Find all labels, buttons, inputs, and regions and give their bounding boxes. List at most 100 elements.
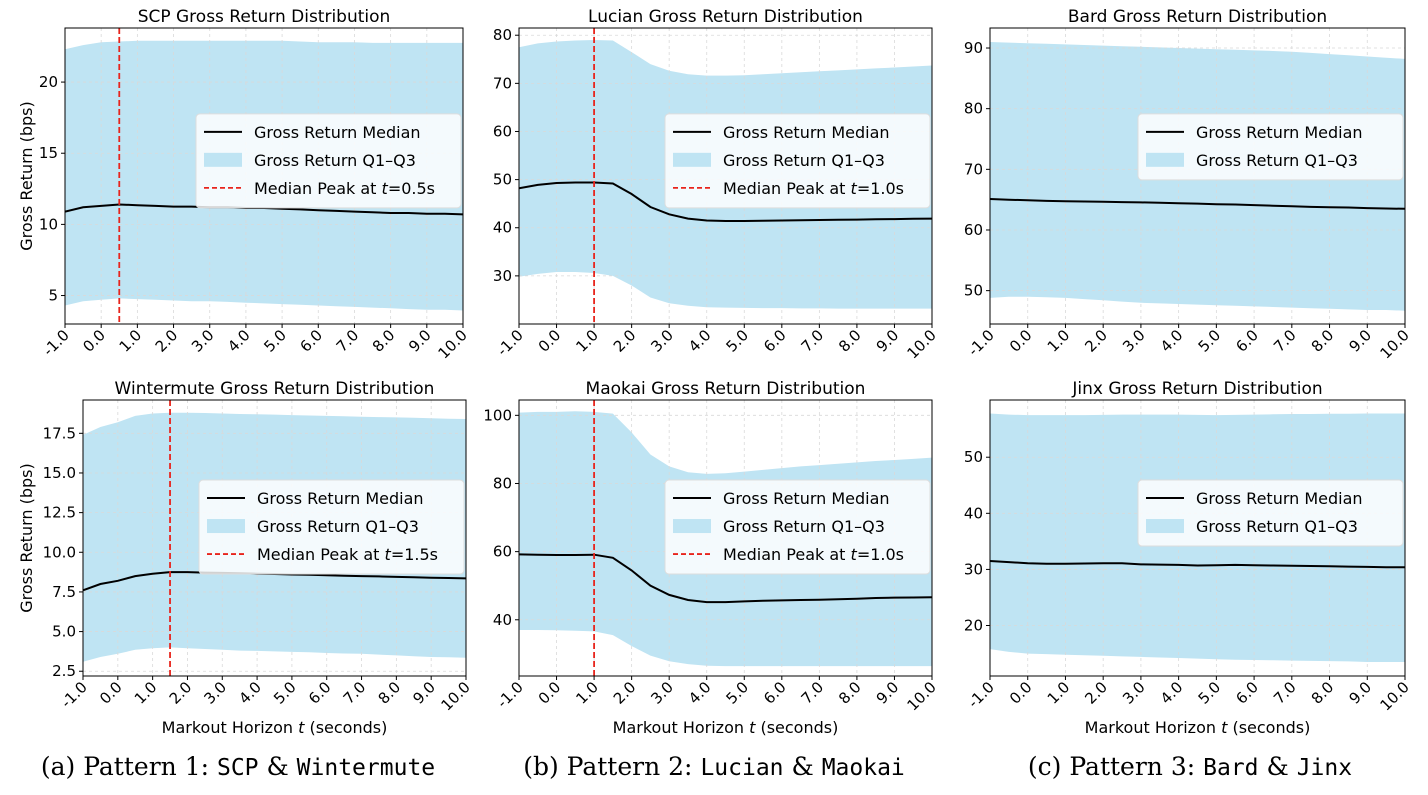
y-tick-label: 15 [39,144,58,162]
x-tick-label: 9.0 [405,326,435,356]
legend: Gross Return Median Gross Return Q1–Q3 Med… [664,113,931,209]
x-axis-label: Markout Horizon t (seconds) [1085,718,1311,737]
x-tick-label: 3.0 [647,678,677,708]
y-tick-label: 50 [964,448,983,466]
legend: Gross Return Median Gross Return Q1–Q3 Med… [664,479,931,575]
x-tick-label: 2.0 [152,326,182,356]
x-tick-label: -1.0 [39,326,72,359]
legend-box [664,113,931,209]
x-tick-label: 8.0 [835,678,865,708]
x-tick-label: 1.0 [572,326,602,356]
axes-frame [82,399,467,677]
x-tick-label: 0.0 [535,678,565,708]
legend-label: Median Peak at t=1.5s [257,545,438,564]
x-tick-label: -1.0 [964,326,997,359]
x-tick-label: 5.0 [1195,678,1225,708]
legend: Gross Return Median Gross Return Q1–Q3 Med… [195,113,462,209]
y-tick-label: 80 [493,474,512,492]
chart-title: SCP Gross Return Distribution [138,7,391,27]
y-tick-label: 50 [493,171,512,189]
x-tick-label: 4.0 [224,326,254,356]
x-tick-label: 10.0 [1376,326,1412,362]
legend-box [664,479,931,575]
x-tick-label: 8.0 [1308,326,1338,356]
legend-label: Gross Return Median [1196,489,1363,508]
y-tick-label: 10 [39,215,58,233]
legend-label: Median Peak at t=1.0s [723,179,904,198]
y-tick-label: 5.0 [52,623,76,641]
x-tick-label: 1.0 [131,678,161,708]
legend-label: Gross Return Q1–Q3 [257,517,419,536]
legend-box [1137,113,1404,181]
x-tick-label: 1.0 [116,326,146,356]
x-tick-label: 7.0 [340,678,370,708]
legend-label: Gross Return Median [723,123,890,142]
legend-label: Gross Return Q1–Q3 [254,151,416,170]
axes-frame [64,27,464,325]
chart-title: Maokai Gross Return Distribution [586,379,866,399]
y-tick-label: 80 [964,100,983,118]
chart-panel-5: -1.0 0.0 1.0 2.0 3.0 4.0 5.0 6.0 7.0 8.0 9.0 10.0 40… [483,379,939,737]
y-tick-label: 15.0 [43,464,76,482]
chart-panel-6: -1.0 0.0 1.0 2.0 3.0 4.0 5.0 6.0 7.0 8.0 9.0 10.0 20… [964,379,1413,737]
legend-label: Gross Return Q1–Q3 [723,151,885,170]
y-tick-label: 50 [964,282,983,300]
y-tick-label: 20 [39,73,58,91]
caption-a-name-2: Wintermute [296,755,436,781]
caption-b-sep: & [783,752,822,781]
y-tick-label: 7.5 [52,583,76,601]
legend-box [195,113,462,209]
x-tick-label: 10.0 [434,326,470,362]
x-axis-label: Markout Horizon t (seconds) [613,718,839,737]
chart-title: Wintermute Gross Return Distribution [115,379,435,399]
x-axis-label: Markout Horizon t (seconds) [162,718,388,737]
y-tick-label: 60 [493,543,512,561]
x-tick-label: 6.0 [1232,678,1262,708]
x-tick-label: 9.0 [873,678,903,708]
y-tick-label: 12.5 [43,504,76,522]
caption-c-sep: & [1258,752,1297,781]
x-tick-label: 2.0 [610,326,640,356]
y-tick-label: 10.0 [43,543,76,561]
y-axis-label: Gross Return (bps) [17,463,36,612]
x-tick-label: 7.0 [333,326,363,356]
caption-b-name-2: Maokai [821,755,905,781]
axes-frame [989,399,1406,677]
legend: Gross Return Median Gross Return Q1–Q3 [1137,113,1404,181]
legend-key-band [204,152,242,167]
x-tick-label: 9.0 [1346,326,1376,356]
y-tick-label: 80 [493,26,512,44]
legend: Gross Return Median Gross Return Q1–Q3 Med… [198,479,465,575]
legend-label: Gross Return Median [257,489,424,508]
legend: Gross Return Median Gross Return Q1–Q3 [1137,479,1404,547]
legend-label: Gross Return Median [1196,123,1363,142]
x-tick-label: 7.0 [798,326,828,356]
legend-key-band [1146,519,1184,534]
y-tick-label: 70 [493,74,512,92]
y-axis-label: Gross Return (bps) [17,101,36,250]
legend-label: Median Peak at t=0.5s [254,179,435,198]
x-tick-label: 0.0 [1006,678,1036,708]
x-tick-label: 10.0 [903,326,939,362]
x-tick-label: 6.0 [760,678,790,708]
x-tick-label: 9.0 [1346,678,1376,708]
x-tick-label: 4.0 [1157,326,1187,356]
y-tick-label: 20 [964,617,983,635]
x-tick-label: 4.0 [685,678,715,708]
x-tick-label: -1.0 [57,678,90,711]
legend-label: Gross Return Median [254,123,421,142]
caption-c-name-1: Bard [1203,755,1259,781]
x-tick-label: 0.0 [535,326,565,356]
median-line [990,198,1405,210]
y-tick-label: 30 [964,560,983,578]
x-tick-label: 5.0 [723,326,753,356]
legend-key-band [673,519,711,534]
median-line [990,560,1405,569]
legend-box [1137,479,1404,547]
chart-panel-4: -1.0 0.0 1.0 2.0 3.0 4.0 5.0 6.0 7.0 8.0 9.010.02.… [17,379,474,737]
x-tick-label: 3.0 [647,326,677,356]
median-line [519,553,932,604]
x-tick-label: 5.0 [260,326,290,356]
caption-a-sep: & [258,752,297,781]
x-tick-label: 8.0 [375,678,405,708]
